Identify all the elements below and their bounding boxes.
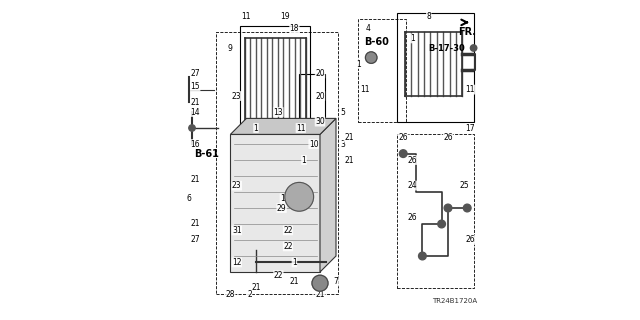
Circle shape [463, 204, 471, 212]
Text: 21: 21 [191, 175, 200, 184]
Text: 7: 7 [333, 277, 339, 286]
Text: 21: 21 [191, 98, 200, 107]
Text: 26: 26 [465, 236, 476, 244]
Text: 1: 1 [410, 34, 415, 43]
Text: 4: 4 [365, 24, 371, 33]
Circle shape [399, 150, 407, 157]
Text: 19: 19 [280, 12, 290, 20]
Text: 26: 26 [443, 133, 453, 142]
Circle shape [285, 182, 314, 211]
Text: B-17-30: B-17-30 [428, 44, 465, 52]
Text: B-61: B-61 [194, 148, 219, 159]
Circle shape [438, 220, 445, 228]
Text: 31: 31 [232, 226, 242, 235]
Circle shape [189, 125, 195, 131]
Text: 17: 17 [465, 124, 476, 132]
Text: FR.: FR. [458, 27, 476, 37]
Polygon shape [320, 118, 336, 272]
Text: 22: 22 [284, 242, 292, 251]
Text: 21: 21 [290, 277, 299, 286]
Text: 29: 29 [276, 204, 287, 212]
Text: TR24B1720A: TR24B1720A [432, 298, 477, 304]
Text: 21: 21 [316, 290, 324, 299]
Bar [397, 13, 474, 122]
Text: 14: 14 [190, 108, 200, 116]
Text: 1: 1 [356, 60, 361, 68]
Text: 26: 26 [398, 133, 408, 142]
Text: 11: 11 [466, 85, 475, 94]
Text: 12: 12 [232, 258, 241, 267]
Bar [397, 134, 474, 288]
Text: 22: 22 [274, 271, 283, 280]
Text: 15: 15 [190, 82, 200, 91]
Text: 11: 11 [296, 124, 305, 132]
Text: 9: 9 [228, 44, 233, 52]
Circle shape [312, 275, 328, 291]
Text: 16: 16 [190, 140, 200, 148]
Text: 21: 21 [252, 284, 260, 292]
Text: 20: 20 [315, 92, 325, 100]
Text: 11: 11 [360, 85, 369, 94]
Circle shape [470, 45, 477, 51]
Polygon shape [230, 118, 336, 134]
Text: 2: 2 [247, 290, 252, 299]
Text: 20: 20 [315, 69, 325, 78]
Text: 25: 25 [459, 181, 469, 190]
Polygon shape [230, 134, 320, 272]
Text: 1: 1 [253, 124, 259, 132]
Text: 27: 27 [190, 69, 200, 78]
Text: B-60: B-60 [364, 36, 389, 47]
Text: 22: 22 [284, 226, 292, 235]
Text: 3: 3 [340, 140, 345, 148]
Bar [216, 32, 338, 294]
Text: 27: 27 [190, 236, 200, 244]
Text: 28: 28 [226, 290, 235, 299]
Text: 5: 5 [340, 108, 345, 116]
Text: 23: 23 [232, 181, 242, 190]
Circle shape [444, 204, 452, 212]
Bar [358, 19, 406, 122]
Bar [300, 74, 325, 154]
Text: 30: 30 [315, 117, 325, 126]
Text: 8: 8 [426, 12, 431, 20]
Text: 21: 21 [344, 156, 353, 164]
Circle shape [365, 52, 377, 63]
Circle shape [419, 252, 426, 260]
Text: 11: 11 [242, 12, 251, 20]
Text: 24: 24 [408, 181, 418, 190]
Text: 21: 21 [191, 220, 200, 228]
Text: 11: 11 [280, 194, 289, 203]
Text: 26: 26 [408, 156, 418, 164]
Text: 1: 1 [292, 258, 297, 267]
Text: 6: 6 [186, 194, 191, 203]
Bar [240, 26, 310, 154]
Text: 13: 13 [273, 108, 284, 116]
Text: 23: 23 [232, 92, 242, 100]
Text: 21: 21 [344, 133, 353, 142]
Text: 26: 26 [408, 213, 418, 222]
Text: 1: 1 [301, 156, 307, 164]
Text: 10: 10 [308, 140, 319, 148]
Text: 18: 18 [290, 24, 299, 33]
